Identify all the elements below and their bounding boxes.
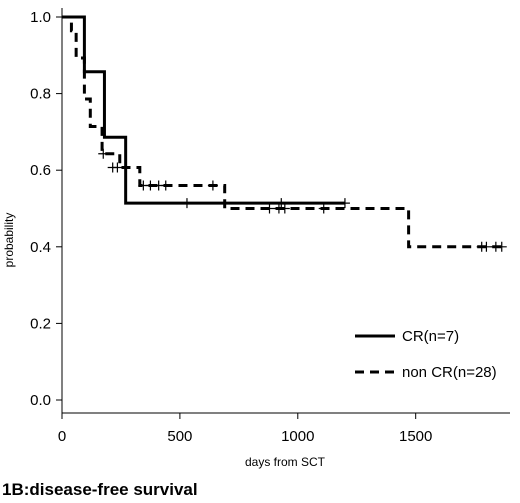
- x-tick-label: 500: [167, 428, 192, 445]
- figure-caption: 1B:disease-free survival: [2, 480, 198, 499]
- legend-label-non-cr: non CR(n=28): [402, 364, 497, 381]
- legend-label-cr: CR(n=7): [402, 328, 459, 345]
- censor-mark: [181, 198, 192, 209]
- y-tick-label: 1.0: [30, 9, 51, 26]
- censor-mark: [160, 180, 171, 191]
- y-tick-label: 0.0: [30, 392, 51, 409]
- y-tick-label: 0.8: [30, 86, 51, 103]
- series-line-cr: [62, 15, 345, 205]
- y-axis-label: probability: [2, 213, 16, 268]
- x-tick-label: 1000: [281, 428, 314, 445]
- censor-mark: [264, 203, 275, 214]
- axes: [61, 8, 510, 414]
- x-tick-label: 1500: [399, 428, 432, 445]
- x-ticks: 0 500 1000 1500: [58, 413, 432, 445]
- y-ticks: 0.0 0.2 0.4 0.6 0.8 1.0: [30, 9, 62, 409]
- censor-mark: [339, 198, 350, 209]
- y-tick-label: 0.2: [30, 315, 51, 332]
- x-tick-label: 0: [58, 428, 66, 445]
- censor-mark: [279, 203, 290, 214]
- censor-mark: [207, 180, 218, 191]
- y-tick-label: 0.4: [30, 239, 51, 256]
- series-line-non-cr: [62, 15, 503, 249]
- censor-mark: [481, 241, 492, 252]
- series-layer: [62, 15, 507, 252]
- censor-mark: [318, 203, 329, 214]
- y-tick-label: 0.6: [30, 162, 51, 179]
- censor-mark: [276, 198, 287, 209]
- censor-mark: [98, 148, 109, 159]
- censor-mark: [112, 162, 123, 173]
- x-axis-label: days from SCT: [245, 455, 326, 469]
- legend: CR(n=7) non CR(n=28): [355, 328, 497, 381]
- survival-chart: 0.0 0.2 0.4 0.6 0.8 1.0 0 500 1000 1500 probabil…: [2, 8, 510, 469]
- censor-mark: [496, 241, 507, 252]
